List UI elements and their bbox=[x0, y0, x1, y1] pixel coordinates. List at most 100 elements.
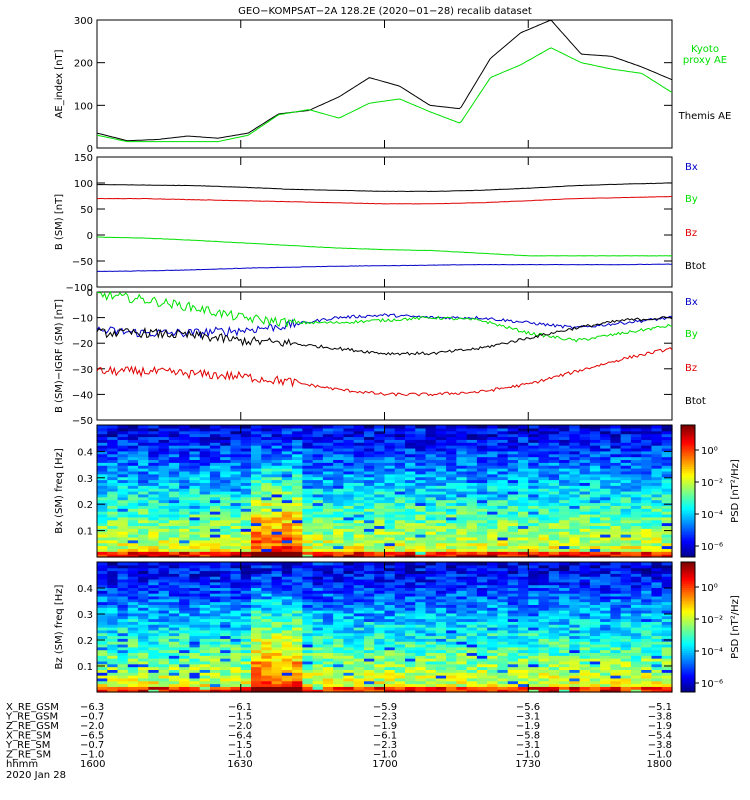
spectrogram-cell bbox=[281, 683, 293, 687]
spectrogram-cell bbox=[630, 425, 642, 429]
spectrogram-cell bbox=[374, 666, 386, 670]
spectrogram-cell bbox=[322, 548, 334, 552]
spectrogram-cell bbox=[148, 689, 160, 693]
spectrogram-cell bbox=[569, 593, 581, 597]
spectrogram-cell bbox=[415, 513, 427, 518]
spectrogram-cell bbox=[394, 473, 406, 478]
spectrogram-cell bbox=[507, 453, 519, 458]
spectrogram-cell bbox=[517, 496, 529, 501]
spectrogram-cell bbox=[199, 615, 211, 620]
spectrogram-cell bbox=[589, 528, 601, 532]
spectrogram-cell bbox=[107, 652, 119, 656]
spectrogram-cell bbox=[302, 595, 314, 600]
spectrogram-cell bbox=[168, 624, 180, 628]
spectrogram-cell bbox=[435, 593, 447, 597]
spectrogram-cell bbox=[487, 595, 499, 600]
spectrogram-cell bbox=[230, 433, 242, 438]
spectrogram-cell bbox=[394, 450, 406, 455]
spectrogram-cell bbox=[517, 536, 529, 541]
spectrogram-cell bbox=[559, 610, 570, 614]
spectrogram-cell bbox=[620, 453, 632, 458]
spectrogram-cell bbox=[179, 584, 191, 589]
spectrogram-cell bbox=[517, 551, 529, 555]
spectrogram-cell bbox=[651, 519, 663, 524]
spectrogram-cell bbox=[497, 554, 509, 558]
spectrogram-cell bbox=[476, 516, 488, 521]
spectrogram-cell bbox=[107, 660, 119, 665]
spectrogram-cell bbox=[651, 473, 663, 478]
spectrogram-cell bbox=[230, 488, 242, 492]
spectrogram-cell bbox=[538, 666, 550, 670]
spectrogram-cell bbox=[312, 627, 324, 631]
spectrogram-cell bbox=[559, 578, 570, 583]
spectrogram-cell bbox=[569, 485, 581, 489]
spectrogram-cell bbox=[405, 542, 416, 547]
spectrogram-cell bbox=[641, 534, 653, 538]
spectrogram-cell bbox=[281, 427, 293, 432]
spectrogram-cell bbox=[168, 564, 180, 569]
spectrogram-cell bbox=[641, 516, 653, 521]
spectrogram-cell bbox=[127, 505, 139, 509]
spectrogram-cell bbox=[415, 528, 427, 532]
spectrogram-cell bbox=[569, 450, 581, 455]
spectrogram-cell bbox=[538, 621, 550, 625]
spectrogram-cell bbox=[363, 465, 375, 469]
spectrogram-cell bbox=[569, 433, 581, 438]
spectrogram-cell bbox=[168, 491, 180, 495]
spectrogram-cell bbox=[425, 624, 437, 628]
spectrogram-cell bbox=[230, 562, 242, 566]
spectrogram-cell bbox=[487, 635, 499, 639]
spectrogram-cell bbox=[610, 459, 622, 463]
spectrogram-cell bbox=[476, 502, 488, 506]
spectrogram-cell bbox=[179, 683, 191, 687]
spectrogram-cell bbox=[415, 663, 427, 668]
spectrogram-cell bbox=[466, 573, 478, 577]
spectrogram-cell bbox=[127, 551, 139, 555]
spectrogram-cell bbox=[446, 680, 457, 685]
colorbar-swatch bbox=[681, 444, 695, 448]
spectrogram-cell bbox=[117, 505, 129, 509]
spectrogram-cell bbox=[220, 476, 232, 481]
spectrogram-cell bbox=[281, 491, 293, 495]
spectrogram-cell bbox=[497, 686, 509, 690]
spectrogram-cell bbox=[394, 666, 406, 670]
spectrogram-cell bbox=[579, 570, 591, 574]
spectrogram-cell bbox=[333, 459, 345, 463]
spectrogram-cell bbox=[138, 473, 149, 478]
spectrogram-cell bbox=[271, 528, 283, 532]
spectrogram-cell bbox=[466, 607, 478, 611]
spectrogram-cell bbox=[261, 491, 273, 495]
spectrogram-cell bbox=[302, 534, 314, 538]
spectrogram-cell bbox=[528, 621, 540, 625]
spectrogram-cell bbox=[353, 459, 365, 463]
spectrogram-cell bbox=[240, 534, 252, 538]
spectrogram-cell bbox=[343, 485, 355, 489]
spectrogram-cell bbox=[312, 567, 324, 572]
spectrogram-cell bbox=[209, 462, 221, 466]
spectrogram-cell bbox=[466, 482, 478, 486]
spectrogram-cell bbox=[538, 567, 550, 572]
colorbar-swatch bbox=[681, 493, 695, 496]
spectrogram-cell bbox=[600, 439, 611, 443]
spectrogram-cell bbox=[507, 545, 519, 549]
spectrogram-cell bbox=[209, 581, 221, 586]
spectrogram-cell bbox=[579, 476, 591, 481]
spectrogram-cell bbox=[271, 576, 283, 580]
spectrogram-cell bbox=[251, 612, 262, 617]
spectrogram-cell bbox=[476, 672, 488, 676]
spectrogram-cell bbox=[353, 643, 365, 648]
colorbar-swatch bbox=[681, 477, 695, 481]
spectrogram-cell bbox=[528, 488, 540, 492]
spectrogram-cell bbox=[456, 607, 468, 611]
spectrogram-cell bbox=[579, 436, 591, 440]
spectrogram-cell bbox=[456, 548, 468, 552]
spectrogram-cell bbox=[435, 430, 447, 435]
spectrogram-cell bbox=[333, 663, 345, 668]
spectrogram-cell bbox=[589, 488, 601, 492]
spectrogram-cell bbox=[312, 442, 324, 446]
spectrogram-cell bbox=[610, 528, 622, 532]
spectrogram-cell bbox=[292, 522, 303, 527]
spectrogram-cell bbox=[415, 593, 427, 597]
spectrogram-cell bbox=[240, 570, 252, 574]
